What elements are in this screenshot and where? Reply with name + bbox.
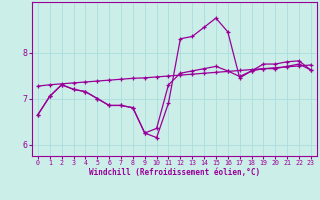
X-axis label: Windchill (Refroidissement éolien,°C): Windchill (Refroidissement éolien,°C) [89,168,260,177]
